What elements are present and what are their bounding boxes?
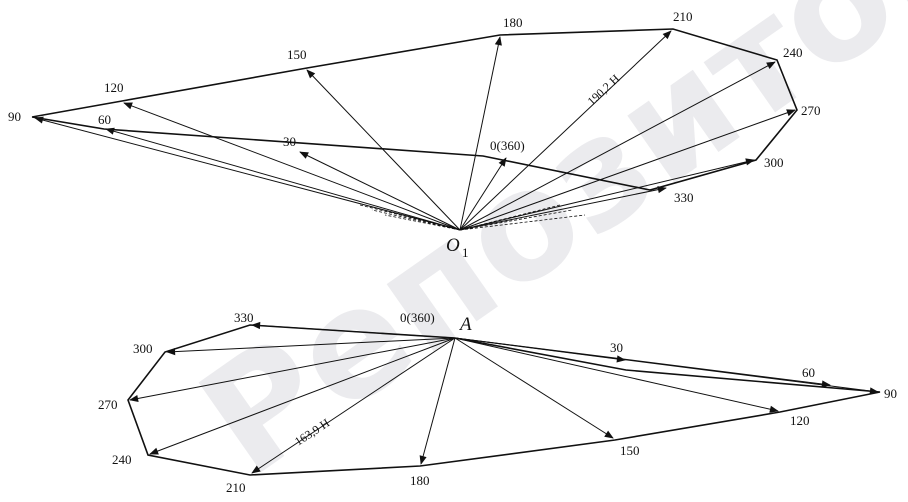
lower-ray-150 [454,337,614,439]
upper-label-60: 60 [98,112,111,127]
upper-label-300: 300 [764,155,784,170]
lower-pole-label: A [458,314,472,335]
lower-ray-120 [454,337,779,413]
upper-ray-330 [459,186,667,231]
lower-ray-210 [251,337,456,474]
upper-label-180: 180 [503,15,523,30]
lower-label-120: 120 [790,413,810,428]
lower-ray-300 [166,337,456,356]
lower-ray-90 [454,337,879,395]
lower-label-60: 60 [802,365,815,380]
upper-label-240: 240 [783,45,803,60]
upper-ray-90 [34,116,461,231]
lower-label-330: 330 [234,310,254,325]
lower-label-240: 240 [112,452,132,467]
upper-ray-0 [459,157,507,231]
upper-pole-subscript: 1 [462,245,469,260]
upper-label-330: 330 [674,190,694,205]
lower-label-90: 90 [884,386,897,401]
lower-label-270: 270 [98,397,118,412]
lower-polygon [127,324,881,476]
upper-ray-30 [299,151,461,231]
lower-ray-270 [129,337,456,403]
lower-ray-180 [419,337,456,465]
upper-label-120: 120 [104,80,124,95]
upper-ray-60 [105,127,461,231]
lower-ray-240 [149,337,456,455]
lower-label-0: 0(360) [400,310,435,325]
upper-ray-150 [306,69,461,231]
upper-label-210: 210 [673,9,693,24]
lower-ray-330 [251,321,456,339]
upper-ray-240 [459,61,776,231]
upper-pole-label: O [446,235,460,256]
lower-label-300: 300 [133,341,153,356]
lower-label-180: 180 [410,473,430,488]
lower-label-150: 150 [620,443,640,458]
lower-label-210: 210 [226,480,246,495]
upper-ray-300 [459,158,755,231]
upper-polygon [31,28,798,191]
lower-polar-diagram: 0(360) 30 60 90 120 150 180 210 240 270 … [98,310,897,495]
upper-ray-120 [123,102,461,231]
upper-label-0: 0(360) [490,138,525,153]
upper-label-150: 150 [287,47,307,62]
upper-ray-270 [459,109,796,231]
upper-label-30: 30 [283,134,296,149]
upper-ray-210 [459,30,672,231]
upper-ray-180 [459,36,502,231]
upper-label-90: 90 [8,109,21,124]
upper-label-270: 270 [801,103,821,118]
lower-label-30: 30 [610,340,623,355]
